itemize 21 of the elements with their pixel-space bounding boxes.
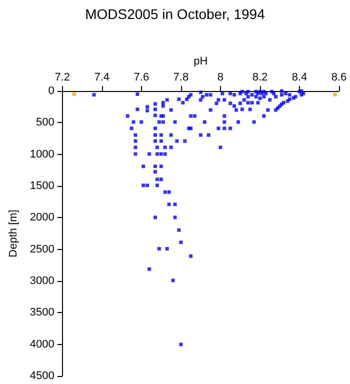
- x-tick-label: 8.6: [331, 72, 347, 84]
- y-tick-label: 4500: [30, 370, 54, 382]
- y-axis-title: Depth [m]: [8, 210, 20, 258]
- x-tick-label: 7.6: [134, 72, 150, 84]
- y-tick-label: 1500: [30, 180, 54, 192]
- x-tick-label: 8: [217, 72, 224, 84]
- x-tick-label: 7.4: [94, 72, 110, 84]
- y-tick-label: 2500: [30, 243, 54, 256]
- y-tick-label: 500: [36, 116, 54, 129]
- x-axis-title: pH: [194, 56, 208, 68]
- x-tick-label: 8.2: [252, 72, 268, 84]
- y-tick-label: 3500: [30, 306, 54, 319]
- y-tick-label: 4000: [30, 338, 54, 350]
- x-tick-label: 7.8: [173, 72, 189, 84]
- y-tick-label: 1000: [30, 148, 54, 160]
- y-tick-label: 3000: [30, 275, 54, 287]
- x-tick-label: 7.2: [54, 72, 70, 84]
- y-tick-label: 2000: [30, 212, 54, 224]
- chart-title: MODS2005 in October, 1994: [85, 6, 266, 22]
- y-tick-label: 0: [48, 85, 54, 97]
- x-tick-label: 8.4: [292, 72, 308, 84]
